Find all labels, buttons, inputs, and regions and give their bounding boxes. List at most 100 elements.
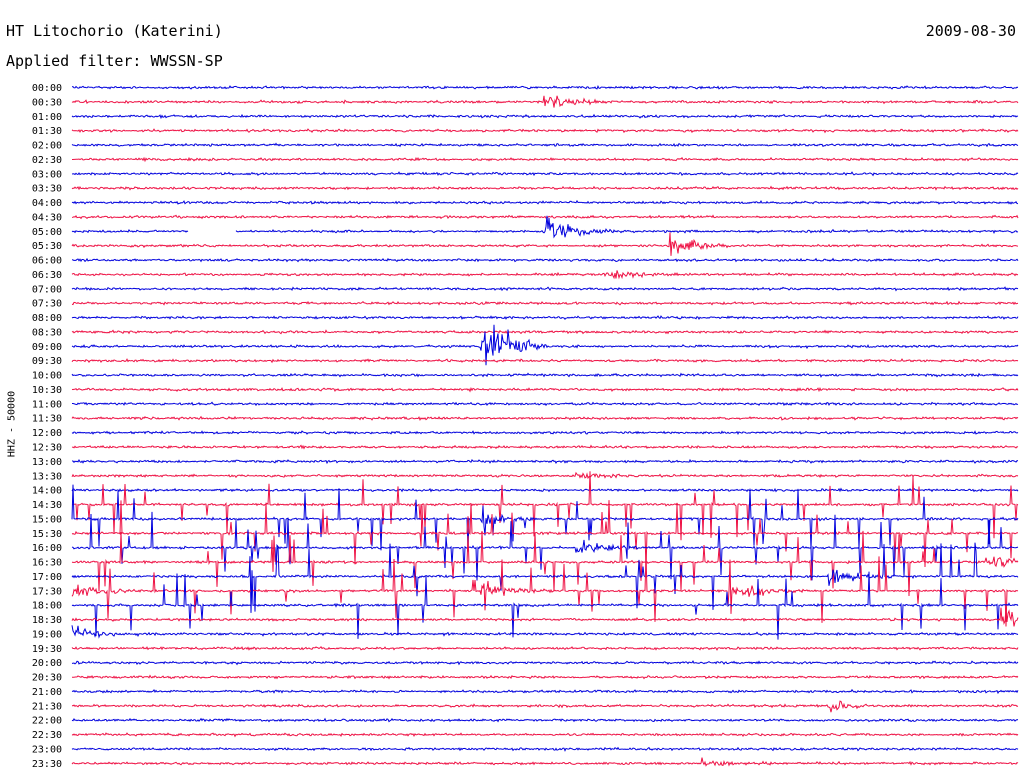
seismic-trace-row — [71, 415, 1019, 421]
seismic-trace-row — [71, 142, 1019, 148]
time-tick-label: 14:00 — [32, 486, 62, 497]
seismic-trace-row — [71, 500, 1019, 570]
time-tick-label: 18:30 — [32, 615, 62, 626]
time-tick-label: 02:00 — [32, 141, 62, 152]
seismic-trace-row — [72, 458, 1019, 465]
filter-label: Applied filter: WWSSN-SP — [6, 52, 223, 70]
time-tick-label: 16:30 — [32, 558, 62, 569]
time-tick-label: 01:00 — [32, 112, 62, 123]
seismic-trace-row — [235, 215, 1019, 239]
time-tick-label: 13:30 — [32, 471, 62, 482]
time-tick-label: 03:00 — [32, 169, 62, 180]
seismic-trace-row — [71, 717, 1019, 723]
time-tick-label: 04:00 — [32, 198, 62, 209]
seismic-trace-row — [71, 185, 1019, 191]
time-tick-label: 00:00 — [32, 83, 62, 94]
seismic-trace-row — [71, 487, 1019, 493]
seismic-trace-row — [71, 471, 1019, 480]
time-tick-label: 15:30 — [32, 529, 62, 540]
seismic-trace-row — [71, 372, 1019, 378]
seismic-trace-row — [71, 607, 1019, 627]
time-tick-label: 11:00 — [32, 399, 62, 410]
time-tick-label: 21:30 — [32, 701, 62, 712]
time-tick-label: 23:30 — [32, 759, 62, 770]
seismic-trace-row — [71, 257, 1019, 263]
time-tick-label: 19:30 — [32, 644, 62, 655]
time-tick-label: 12:30 — [32, 443, 62, 454]
time-tick-label: 21:00 — [32, 687, 62, 698]
time-tick-label: 05:30 — [32, 241, 62, 252]
time-tick-label: 05:00 — [32, 227, 62, 238]
time-tick-label: 19:00 — [32, 629, 62, 640]
seismic-trace-row — [71, 471, 1019, 541]
seismic-trace-row — [71, 570, 1019, 640]
seismic-trace-row — [71, 199, 1019, 205]
time-tick-label: 03:30 — [32, 184, 62, 195]
seismic-trace-row — [71, 430, 1019, 436]
time-tick-label: 10:30 — [32, 385, 62, 396]
seismic-trace-row — [71, 232, 1019, 256]
seismic-trace-row — [71, 300, 1019, 306]
seismic-trace-row — [71, 324, 1019, 366]
plot-date: 2009-08-30 — [925, 22, 1016, 40]
seismic-trace-row — [71, 171, 1019, 177]
time-tick-label: 06:00 — [32, 256, 62, 267]
time-tick-label: 15:00 — [32, 514, 62, 525]
seismic-trace-row — [71, 128, 1019, 134]
time-tick-label: 00:30 — [32, 97, 62, 108]
time-tick-label: 09:30 — [32, 356, 62, 367]
seismic-trace-row — [71, 95, 1019, 108]
seismic-trace-row — [71, 757, 1019, 767]
time-tick-label: 11:30 — [32, 414, 62, 425]
seismic-trace-row — [71, 625, 1019, 639]
time-tick-label: 20:30 — [32, 673, 62, 684]
seismic-trace-row — [71, 700, 1019, 713]
time-tick-label: 14:30 — [32, 500, 62, 511]
seismic-trace-row — [71, 688, 1019, 695]
seismic-trace-row — [71, 484, 1019, 552]
time-tick-label: 23:00 — [32, 744, 62, 755]
seismic-trace-row — [71, 732, 1019, 738]
time-tick-label: 17:30 — [32, 586, 62, 597]
time-tick-label: 06:30 — [32, 270, 62, 281]
seismic-trace-row — [71, 358, 1019, 364]
seismic-trace-row — [71, 113, 1019, 120]
seismic-trace-row — [71, 387, 1019, 393]
time-tick-label: 07:30 — [32, 299, 62, 310]
seismic-trace-row — [71, 511, 1019, 581]
time-tick-label: 13:00 — [32, 457, 62, 468]
time-tick-label: 18:00 — [32, 601, 62, 612]
seismic-trace-row — [72, 156, 1019, 163]
seismic-trace-row — [71, 542, 1019, 613]
seismic-trace-row — [71, 214, 1019, 220]
seismic-trace-row — [71, 555, 1019, 627]
seismic-trace-row — [71, 270, 1019, 280]
seismic-trace-row — [71, 660, 1019, 666]
time-tick-label: 07:00 — [32, 284, 62, 295]
time-tick-label: 10:00 — [32, 371, 62, 382]
time-tick-label: 01:30 — [32, 126, 62, 137]
seismic-trace-row — [71, 530, 1019, 597]
seismic-trace-row — [71, 329, 1019, 335]
station-title: HT Litochorio (Katerini) — [6, 22, 223, 40]
seismic-trace-row — [71, 674, 1019, 680]
time-tick-label: 22:30 — [32, 730, 62, 741]
time-tick-label: 02:30 — [32, 155, 62, 166]
time-tick-label: 04:30 — [32, 212, 62, 223]
seismic-trace-row — [71, 228, 189, 234]
time-tick-label: 17:00 — [32, 572, 62, 583]
seismic-trace-row — [71, 645, 1019, 651]
seismic-trace-row — [72, 401, 1019, 407]
seismic-trace-row — [71, 286, 1019, 292]
time-tick-label: 09:00 — [32, 342, 62, 353]
time-tick-label: 22:00 — [32, 716, 62, 727]
seismic-trace-row — [71, 746, 1019, 752]
seismic-trace-row — [71, 84, 1019, 90]
seismic-trace-row — [71, 444, 1019, 450]
time-tick-label: 20:00 — [32, 658, 62, 669]
time-tick-label: 12:00 — [32, 428, 62, 439]
seismic-trace-row — [71, 315, 1019, 320]
time-tick-label: 08:30 — [32, 327, 62, 338]
